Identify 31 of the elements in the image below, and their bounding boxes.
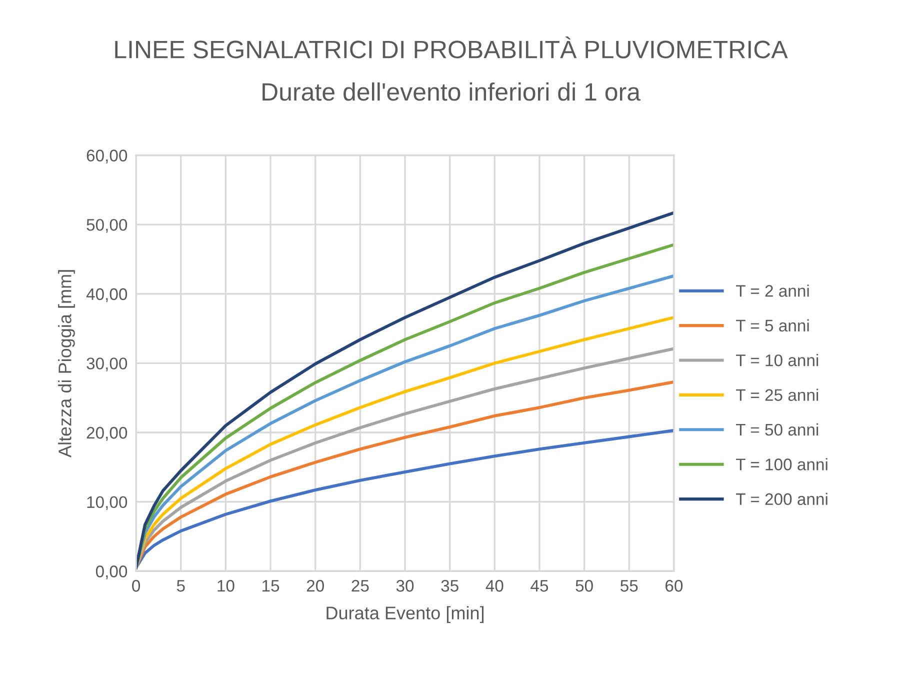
x-tick-label: 60 xyxy=(666,580,683,592)
x-tick-label: 45 xyxy=(530,580,548,592)
y-tick-label: 50,00 xyxy=(86,218,128,233)
y-tick-label: 60,00 xyxy=(86,150,128,164)
legend-label: T = 100 anni xyxy=(736,458,828,470)
chart-title: LINEE SEGNALATRICI DI PROBABILITÀ PLUVIOMETRICA xyxy=(115,36,788,58)
y-tick-label: 20,00 xyxy=(86,426,128,441)
x-tick-label: 20 xyxy=(306,580,324,592)
legend-label: T = 10 anni xyxy=(736,354,818,366)
chart-subtitle: Durate dell'evento inferiori di 1 ora xyxy=(262,82,641,101)
y-tick-label: 0,00 xyxy=(96,566,128,580)
y-tick-label: 10,00 xyxy=(87,496,128,510)
y-axis-title: Altezza di Pioggia [mm] xyxy=(58,270,75,458)
x-tick-label: 50 xyxy=(576,580,593,592)
x-tick-label: 30 xyxy=(396,580,414,592)
x-tick-label: 15 xyxy=(262,580,280,592)
legend-label: T = 50 anni xyxy=(736,423,818,436)
x-tick-label: 40 xyxy=(486,580,504,592)
x-tick-label: 0 xyxy=(132,580,140,592)
x-tick-label: 5 xyxy=(176,580,185,592)
x-tick-label: 10 xyxy=(218,580,234,592)
y-tick-label: 40,00 xyxy=(86,288,128,302)
legend-label: T = 5 anni xyxy=(736,319,809,332)
x-tick-label: 35 xyxy=(441,580,458,592)
legend-label: T = 2 anni xyxy=(736,284,809,297)
x-tick-label: 25 xyxy=(352,580,369,592)
x-tick-label: 55 xyxy=(620,580,638,592)
legend-label: T = 200 anni xyxy=(736,492,828,506)
y-tick-label: 30,00 xyxy=(86,358,128,372)
legend-label: T = 25 anni xyxy=(736,388,818,401)
x-axis-title: Durata Evento [min] xyxy=(326,606,484,623)
